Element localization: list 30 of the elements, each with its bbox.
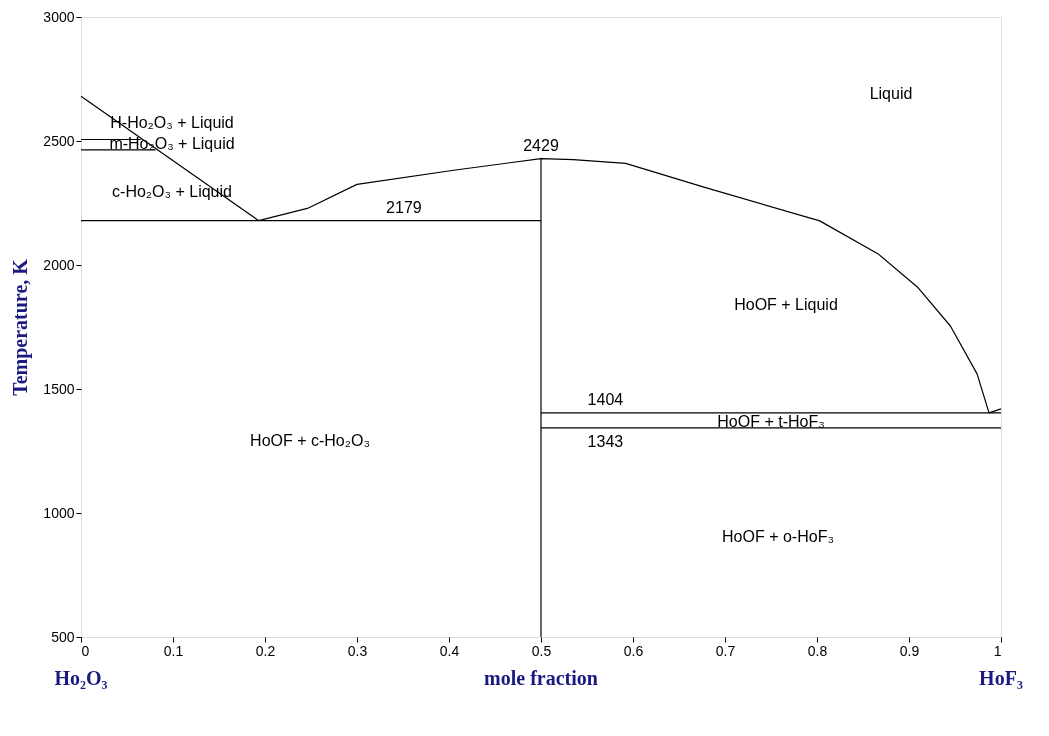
annotation: Liquid — [869, 85, 913, 102]
annotation: HoOF + c-Ho₂O₃ — [250, 432, 370, 449]
annotation: HoOF + o-HoF₃ — [722, 528, 834, 545]
annotation: HoOF + t-HoF₃ — [717, 413, 825, 430]
x-tick-label: 0.2 — [255, 642, 276, 659]
x-tick-label: 0.8 — [807, 642, 828, 659]
x-axis-title: mole fraction — [484, 667, 598, 689]
y-tick-label: 2000 — [43, 256, 75, 273]
x-tick-label: 0.5 — [531, 642, 552, 659]
text: Ho₂O₃ — [54, 667, 108, 689]
x-tick-label: 0.9 — [899, 642, 920, 659]
y-tick-label: 3000 — [43, 8, 75, 25]
annotation: HoOF + Liquid — [734, 296, 838, 313]
annotation: 2179 — [386, 198, 422, 216]
annotation: 2429 — [523, 136, 559, 154]
x-tick-label: 0.1 — [163, 642, 184, 659]
y-axis-title: Temperature, K — [9, 258, 33, 396]
y-tick-label: 2500 — [43, 132, 75, 149]
y-tick-label: 500 — [51, 628, 75, 645]
annotation: 1343 — [587, 432, 624, 450]
annotation: 1404 — [587, 390, 624, 408]
x-tick-label: 1 — [993, 642, 1002, 659]
text: HoF₃ — [979, 667, 1023, 689]
y-tick-label: 1500 — [43, 380, 75, 397]
x-tick-label: 0.7 — [715, 642, 736, 659]
x-tick-label: 0 — [81, 642, 90, 659]
x-tick-label: 0.4 — [439, 642, 460, 659]
x-tick-label: 0.6 — [623, 642, 644, 659]
x-tick-label: 0.3 — [347, 642, 368, 659]
y-tick-label: 1000 — [43, 504, 75, 521]
